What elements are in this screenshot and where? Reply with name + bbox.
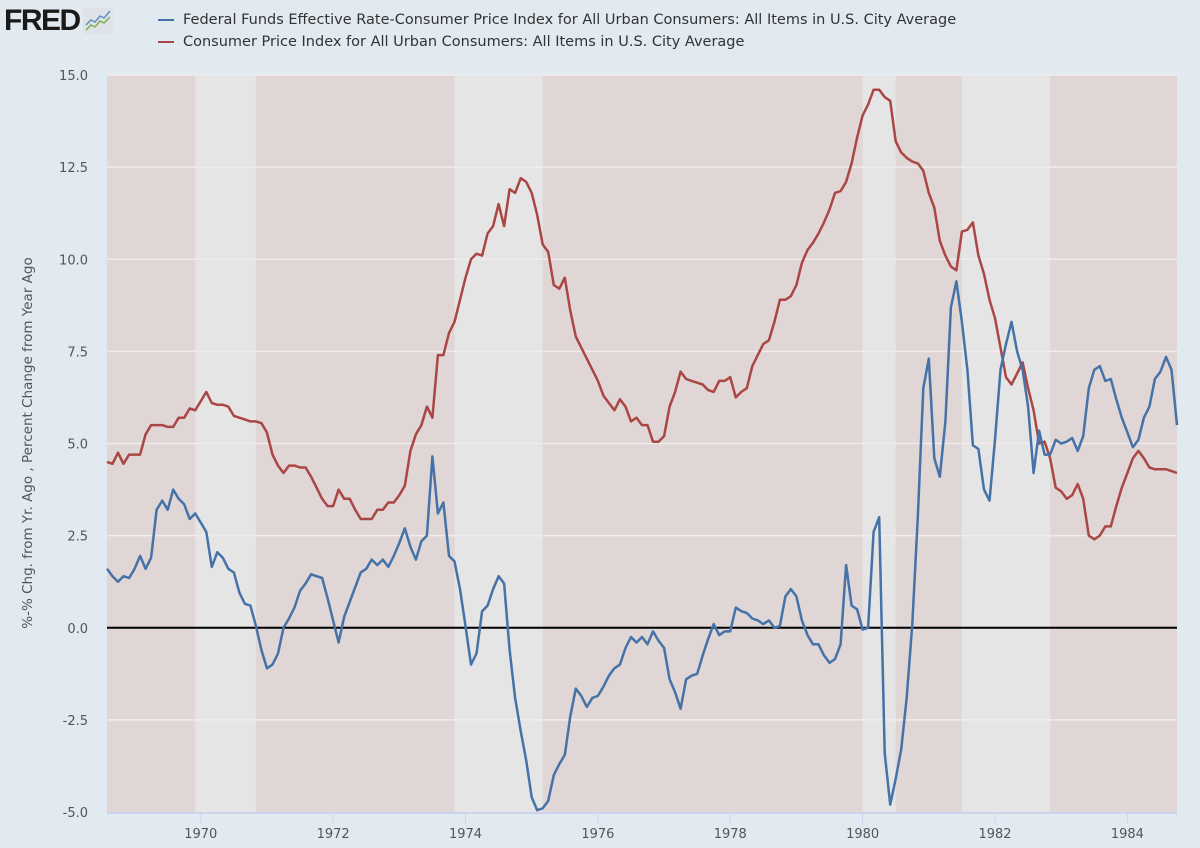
legend-item-fedfunds-minus-cpi[interactable]: Federal Funds Effective Rate-Consumer Pr… (158, 9, 956, 31)
legend-swatch-blue (158, 19, 174, 21)
series-line-cpi (106, 88, 1178, 541)
y-tick-label: 0.0 (67, 622, 88, 637)
x-tick-label: 1972 (317, 827, 350, 842)
legend-label: Federal Funds Effective Rate-Consumer Pr… (183, 12, 957, 28)
chart-icon (82, 8, 113, 34)
y-tick-label: 15.0 (59, 69, 88, 84)
chart-legend: Federal Funds Effective Rate-Consumer Pr… (158, 9, 956, 53)
fred-logo[interactable]: FRED (4, 4, 113, 38)
x-tick-label: 1978 (714, 827, 747, 842)
y-tick-label: 2.5 (67, 530, 88, 545)
x-tick-label: 1970 (184, 827, 217, 842)
plot-area (107, 75, 1177, 812)
y-tick-label: 10.0 (59, 253, 88, 268)
legend-swatch-red (158, 41, 174, 43)
legend-label: Consumer Price Index for All Urban Consu… (183, 34, 745, 50)
y-tick-label: 7.5 (67, 345, 88, 360)
x-tick-label: 1982 (978, 827, 1011, 842)
series-line-fedfunds-minus-cpi (105, 280, 1179, 812)
recession-shade (862, 75, 896, 812)
recession-shade (454, 75, 543, 812)
x-tick-label: 1984 (1111, 827, 1144, 842)
recession-shade (961, 75, 1051, 812)
y-tick-label: 5.0 (67, 438, 88, 453)
y-axis-title: %-% Chg. from Yr. Ago , Percent Change f… (20, 257, 36, 629)
x-tick-label: 1980 (846, 827, 879, 842)
legend-item-cpi[interactable]: Consumer Price Index for All Urban Consu… (158, 31, 956, 53)
recession-shade (195, 75, 256, 812)
y-tick-label: -2.5 (63, 714, 88, 729)
x-tick-label: 1974 (449, 827, 482, 842)
x-tick-label: 1976 (581, 827, 614, 842)
y-tick-label: 12.5 (59, 161, 88, 176)
y-tick-label: -5.0 (63, 806, 88, 821)
fred-logo-text: FRED (4, 4, 81, 37)
